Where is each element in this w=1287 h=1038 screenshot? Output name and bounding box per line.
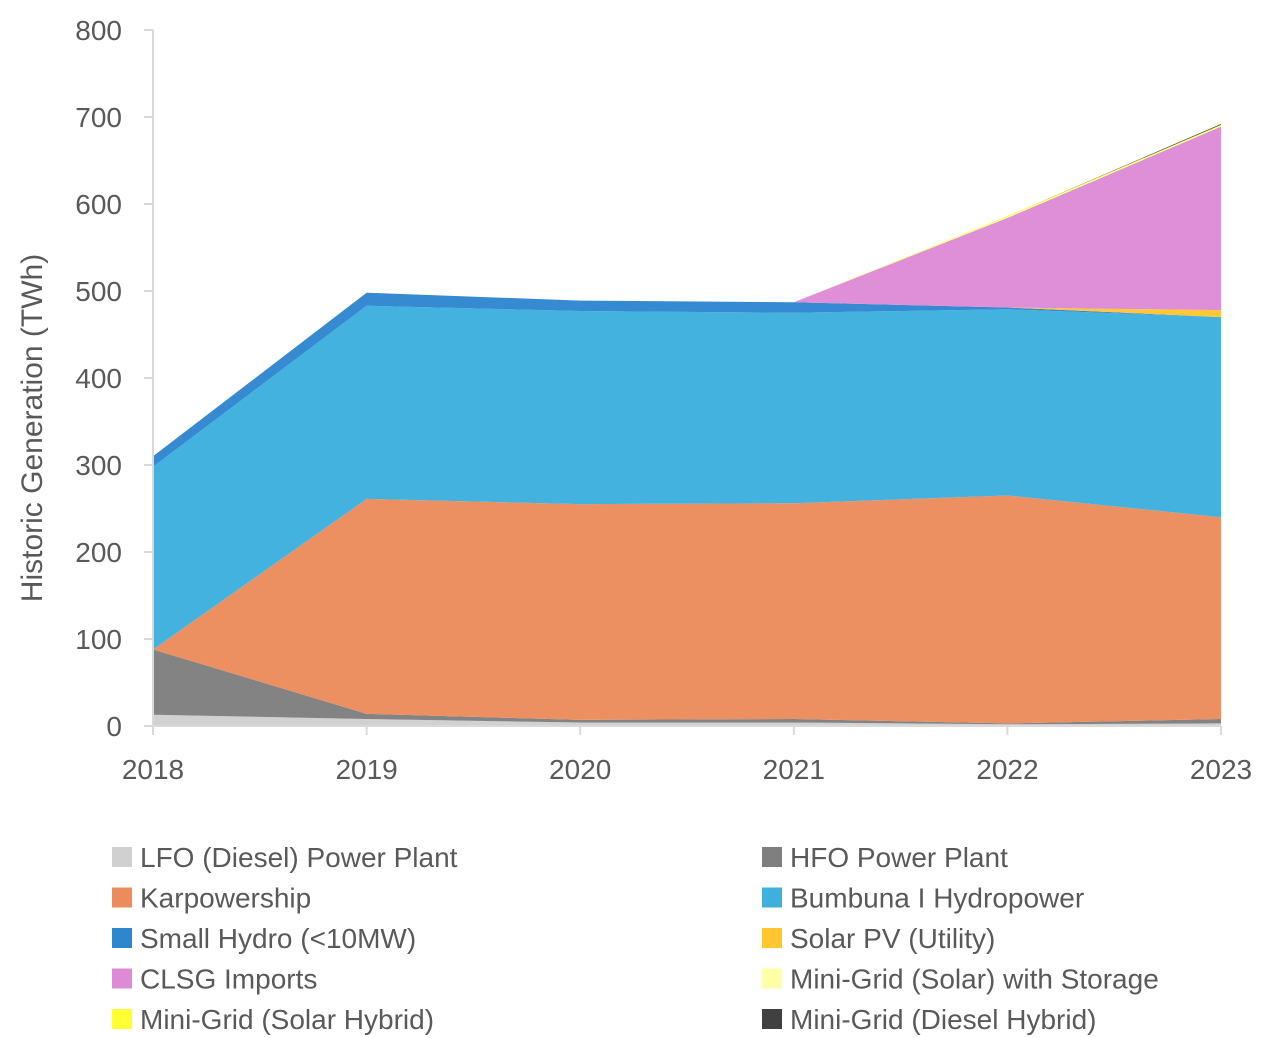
y-tick-label: 500 [75,276,122,307]
legend-swatch [112,887,132,908]
legend-swatch [762,1009,782,1029]
y-axis-title: Historic Generation (TWh) [16,254,49,602]
x-tick-label: 2019 [335,754,397,785]
y-tick-label: 0 [106,711,122,742]
legend-swatch [112,928,132,948]
y-tick-label: 800 [75,15,122,46]
legend-label: Mini-Grid (Solar Hybrid) [140,1004,434,1035]
legend-item-lfo-diesel-power-plant: LFO (Diesel) Power Plant [112,842,458,873]
y-tick-label: 300 [75,450,122,481]
legend-swatch [762,968,782,989]
x-tick-label: 2018 [122,754,184,785]
legend-swatch [762,847,782,867]
legend-label: Mini-Grid (Solar) with Storage [790,964,1159,995]
area-hfo-power-plant [153,649,1221,725]
y-tick-label: 600 [75,189,122,220]
x-tick-label: 2022 [976,754,1038,785]
legend-swatch [112,1009,132,1029]
area-bumbuna-i-hydropower [153,305,1221,650]
legend-label: HFO Power Plant [790,842,1008,873]
legend-item-mini-grid-solar-hybrid: Mini-Grid (Solar Hybrid) [112,1004,434,1035]
legend-item-small-hydro-10mw: Small Hydro (<10MW) [112,923,416,954]
legend-label: Solar PV (Utility) [790,923,995,954]
legend-label: CLSG Imports [140,964,317,995]
legend-swatch [762,928,782,948]
legend-label: Bumbuna I Hydropower [790,883,1084,914]
legend-label: LFO (Diesel) Power Plant [140,842,458,873]
y-tick-label: 200 [75,537,122,568]
legend-item-bumbuna-i-hydropower: Bumbuna I Hydropower [762,883,1084,914]
area-solar-pv-utility [153,292,1221,457]
x-tick-label: 2020 [549,754,611,785]
legend-swatch [762,887,782,908]
legend-label: Small Hydro (<10MW) [140,923,416,954]
y-tick-label: 700 [75,102,122,133]
legend-swatch [112,847,132,867]
legend-label: Karpowership [140,883,311,914]
axes-layer [144,29,1222,735]
area-lfo-diesel-power-plant [153,714,1221,726]
legend-item-mini-grid-solar-with-storage: Mini-Grid (Solar) with Storage [762,964,1159,995]
areas-layer [153,123,1221,726]
legend-swatch [112,968,132,989]
area-clsg-imports [153,126,1221,457]
legend: LFO (Diesel) Power Plant HFO Power Plant K… [112,842,1159,1035]
legend-item-solar-pv-utility: Solar PV (Utility) [762,923,995,954]
legend-item-clsg-imports: CLSG Imports [112,964,317,995]
legend-item-mini-grid-diesel-hybrid: Mini-Grid (Diesel Hybrid) [762,1004,1096,1035]
x-tick-label: 2023 [1190,754,1252,785]
y-tick-label: 400 [75,363,122,394]
legend-label: Mini-Grid (Diesel Hybrid) [790,1004,1096,1035]
legend-item-karpowership: Karpowership [112,883,311,914]
labels-layer: 0 100 200 300 400 500 600 700 800 2018 2019 2020 202… [16,15,1252,785]
legend-item-hfo-power-plant: HFO Power Plant [762,842,1008,873]
x-tick-label: 2021 [763,754,825,785]
y-tick-label: 100 [75,624,122,655]
area-karpowership [153,495,1221,724]
